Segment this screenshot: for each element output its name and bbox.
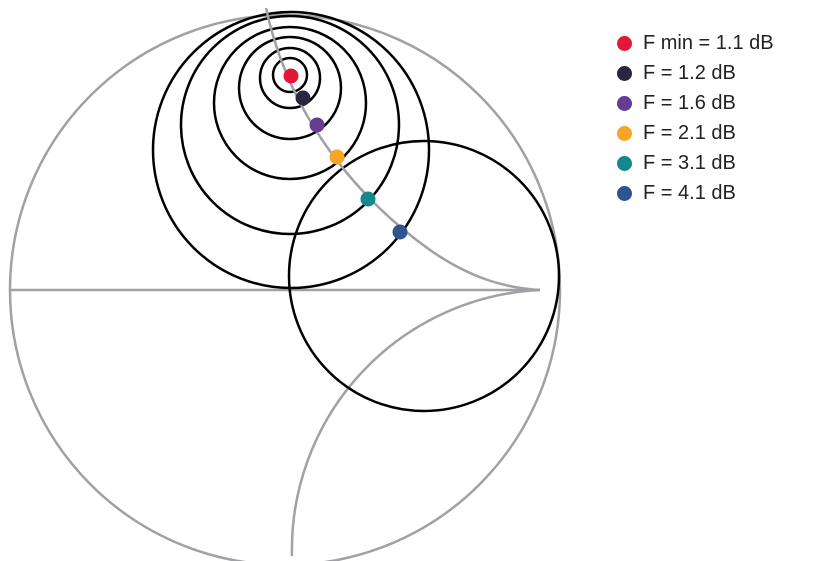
noise-circle-1-2-db	[237, 35, 343, 141]
point-f-2-1	[329, 149, 345, 165]
legend-label: F = 4.1 dB	[643, 181, 736, 204]
legend-item-f-1-2: F = 1.2 dB	[617, 58, 774, 88]
noise-circle-1-1-db	[258, 46, 322, 110]
point-f-3-1	[360, 191, 376, 207]
legend-dot	[617, 155, 632, 171]
legend-dot	[617, 185, 632, 201]
legend-label: F = 1.6 dB	[643, 91, 736, 114]
noise-circle-min	[271, 56, 309, 94]
point-f-min	[283, 68, 299, 84]
legend-label: F = 3.1 dB	[643, 151, 736, 174]
legend-item-f-1-6: F = 1.6 dB	[617, 88, 774, 118]
legend-item-f-2-1: F = 2.1 dB	[617, 118, 774, 148]
legend: F min = 1.1 dB F = 1.2 dB F = 1.6 dB F =…	[617, 28, 774, 208]
legend-item-f-4-1: F = 4.1 dB	[617, 178, 774, 208]
legend-label: F min = 1.1 dB	[643, 31, 774, 54]
upper-reactance-arc	[264, 7, 541, 292]
noise-circle-3-1-db	[151, 10, 431, 290]
legend-label: F = 2.1 dB	[643, 121, 736, 144]
legend-item-f-3-1: F = 3.1 dB	[617, 148, 774, 178]
legend-dot	[617, 65, 632, 81]
legend-dot	[617, 35, 632, 51]
point-f-4-1	[392, 224, 408, 240]
noise-circle-1-6-db	[212, 25, 368, 181]
legend-label: F = 1.2 dB	[643, 61, 736, 84]
point-f-1-2	[295, 90, 311, 106]
lower-reactance-arc	[290, 288, 541, 557]
legend-dot	[617, 95, 632, 111]
noise-circle-4-1-db	[287, 139, 561, 413]
noise-circle-2-1-db	[179, 14, 401, 236]
point-f-1-6	[309, 117, 325, 133]
legend-item-f-min: F min = 1.1 dB	[617, 28, 774, 58]
legend-dot	[617, 125, 632, 141]
